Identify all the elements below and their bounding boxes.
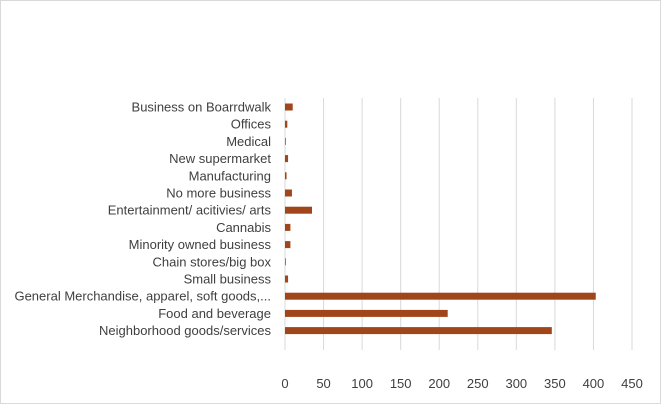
category-label: Neighborhood goods/services bbox=[99, 323, 271, 338]
x-tick-label: 400 bbox=[583, 376, 605, 391]
category-label: New supermarket bbox=[169, 151, 271, 166]
category-label: Food and beverage bbox=[158, 306, 271, 321]
x-tick-label: 250 bbox=[467, 376, 489, 391]
category-label: No more business bbox=[166, 186, 271, 201]
category-label: Cannabis bbox=[216, 220, 271, 235]
category-label: Minority owned business bbox=[129, 237, 272, 252]
bar bbox=[285, 258, 286, 266]
bar bbox=[285, 327, 552, 335]
bar bbox=[285, 172, 287, 180]
bar bbox=[285, 189, 292, 197]
category-label: Offices bbox=[231, 117, 272, 132]
x-tick-label: 50 bbox=[316, 376, 330, 391]
bar bbox=[285, 206, 312, 214]
x-tick-label: 200 bbox=[428, 376, 450, 391]
category-label: Manufacturing bbox=[189, 168, 271, 183]
bar bbox=[285, 120, 288, 128]
bar bbox=[285, 292, 596, 300]
category-label: Chain stores/big box bbox=[152, 254, 271, 269]
x-tick-label: 0 bbox=[281, 376, 288, 391]
bar bbox=[285, 275, 289, 283]
x-tick-labels: 0 50 100 150 200 250 300 350 400 450 bbox=[281, 376, 642, 391]
bar bbox=[285, 137, 286, 145]
bar bbox=[285, 309, 448, 317]
category-label: Entertainment/ acitivies/ arts bbox=[108, 203, 272, 218]
bar bbox=[285, 241, 291, 249]
x-tick-label: 450 bbox=[621, 376, 643, 391]
category-label: Small business bbox=[184, 272, 272, 287]
x-tick-label: 150 bbox=[390, 376, 412, 391]
x-tick-label: 100 bbox=[351, 376, 373, 391]
bar bbox=[285, 155, 289, 163]
bar bbox=[285, 223, 291, 231]
category-labels: Business on Boarrdwalk Offices Medical New … bbox=[14, 100, 271, 339]
category-label: Business on Boarrdwalk bbox=[132, 100, 272, 115]
category-label: Medical bbox=[226, 134, 271, 149]
bar bbox=[285, 103, 293, 111]
x-tick-label: 300 bbox=[505, 376, 527, 391]
x-tick-label: 350 bbox=[544, 376, 566, 391]
category-label: General Merchandise, apparel, soft goods… bbox=[14, 289, 271, 304]
bars bbox=[285, 103, 596, 335]
gridlines bbox=[323, 98, 633, 350]
